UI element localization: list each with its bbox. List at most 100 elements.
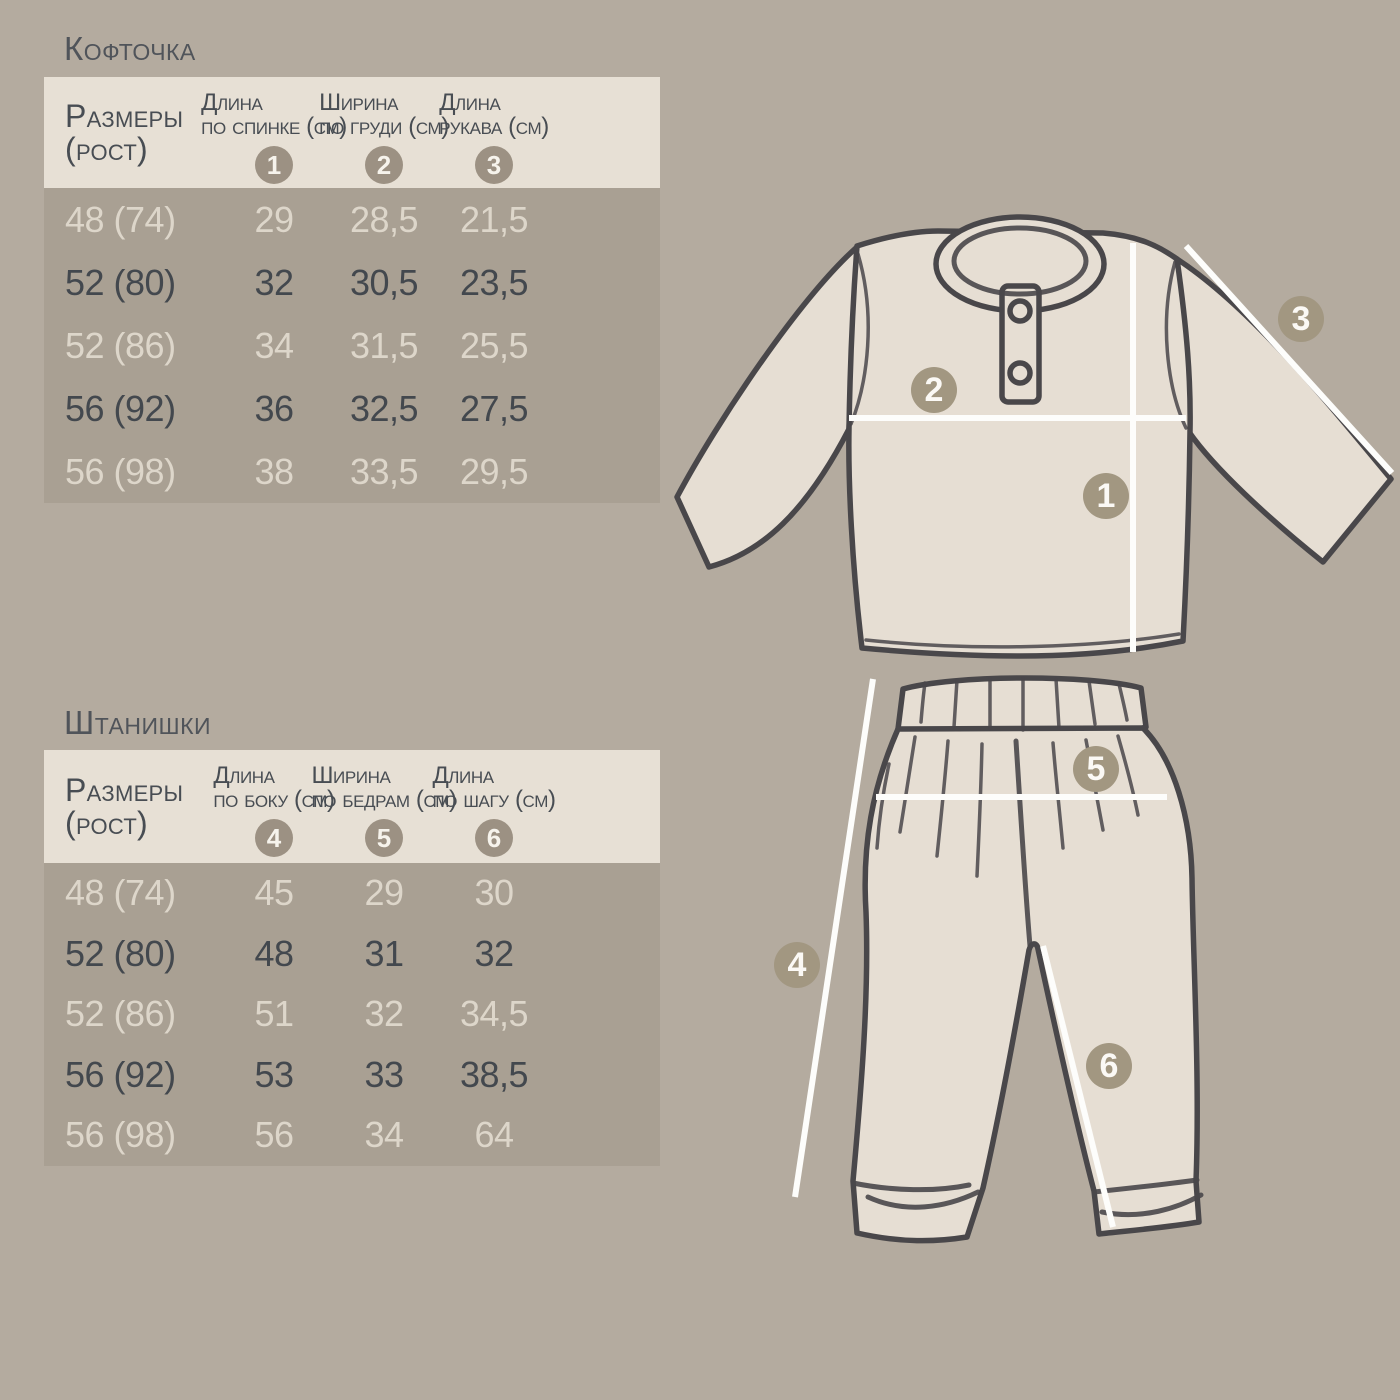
value-cell: 32 bbox=[364, 993, 404, 1035]
shirt-right-armhole-seam bbox=[1164, 260, 1188, 430]
value-cell: 32 bbox=[254, 261, 294, 303]
measure-badge-3-label: 3 bbox=[1292, 300, 1311, 338]
shirt-collar-inner bbox=[951, 225, 1089, 297]
column-badge-5: 5 bbox=[365, 819, 403, 857]
column-header-back-length: Длина по спинке (см) 1 bbox=[201, 77, 347, 184]
value-cell: 51 bbox=[254, 993, 294, 1035]
column-badge-4: 4 bbox=[255, 819, 293, 857]
column-badge-1: 1 bbox=[255, 146, 293, 184]
value-cell: 38 bbox=[254, 450, 294, 492]
value-cell: 34 bbox=[254, 324, 294, 366]
measure-badge-4 bbox=[774, 942, 820, 988]
pants-right-cuff-wrinkle bbox=[1099, 1192, 1204, 1217]
value-cell: 25,5 bbox=[459, 324, 529, 366]
shirt-left-armhole-seam bbox=[849, 252, 870, 426]
value-cell: 33 bbox=[364, 1053, 404, 1095]
value-cell: 48 bbox=[254, 932, 294, 974]
shirt-button-bottom bbox=[1007, 360, 1033, 386]
column-badge-3: 3 bbox=[475, 146, 513, 184]
value-cell: 53 bbox=[254, 1053, 294, 1095]
column-header-chest-width: Ширина по груди (см) 2 bbox=[319, 77, 449, 184]
column-header-side-length: Длина по боку (см) 4 bbox=[213, 750, 335, 857]
size-cell: 48 (74) bbox=[65, 198, 176, 240]
table-body: 48 (74) 45 29 30 52 (80) 48 31 32 52 (86… bbox=[44, 863, 660, 1166]
size-cell: 52 (80) bbox=[65, 932, 176, 974]
measure-badge-6 bbox=[1086, 1043, 1132, 1089]
measure-badge-3 bbox=[1278, 296, 1324, 342]
value-cell: 23,5 bbox=[459, 261, 529, 303]
table-row: 52 (86) 51 32 34,5 bbox=[44, 984, 660, 1045]
section-title-blouse: Кофточка bbox=[64, 30, 196, 67]
value-cell: 30,5 bbox=[349, 261, 419, 303]
size-cell: 56 (98) bbox=[65, 1114, 176, 1156]
size-cell: 56 (92) bbox=[65, 387, 176, 429]
value-cell: 45 bbox=[254, 872, 294, 914]
measure-badge-5 bbox=[1073, 746, 1119, 792]
size-cell: 52 (86) bbox=[65, 324, 176, 366]
value-cell: 29,5 bbox=[459, 450, 529, 492]
table-row: 52 (80) 48 31 32 bbox=[44, 924, 660, 985]
table-row: 56 (92) 53 33 38,5 bbox=[44, 1045, 660, 1106]
pants-left-cuff-wrinkle bbox=[865, 1189, 981, 1210]
table-row: 52 (86) 34 31,5 25,5 bbox=[44, 314, 660, 377]
shirt-hem-seam bbox=[864, 632, 1181, 649]
size-cell: 48 (74) bbox=[65, 872, 176, 914]
size-cell: 56 (98) bbox=[65, 450, 176, 492]
measurement-lines bbox=[792, 243, 1395, 1228]
value-cell: 31 bbox=[364, 932, 404, 974]
table-row: 56 (98) 56 34 64 bbox=[44, 1105, 660, 1166]
column-header-hip-width: Ширина по бедрам (см) 5 bbox=[311, 750, 457, 857]
value-cell: 27,5 bbox=[459, 387, 529, 429]
pants-left-cuff-seam bbox=[850, 1180, 972, 1193]
value-cell: 38,5 bbox=[459, 1053, 529, 1095]
column-header-inseam-length: Длина по шагу (см) 6 bbox=[432, 750, 556, 857]
value-cell: 21,5 bbox=[459, 198, 529, 240]
measure-line-6-inseam-length bbox=[1040, 945, 1116, 1228]
table-body: 48 (74) 29 28,5 21,5 52 (80) 32 30,5 23,… bbox=[44, 188, 660, 503]
table-header: Размеры (рост) Длина по спинке (см) 1 Ши… bbox=[44, 77, 660, 188]
size-column-header: Размеры (рост) bbox=[65, 771, 184, 841]
value-cell: 28,5 bbox=[349, 198, 419, 240]
section-title-pants: Штанишки bbox=[64, 704, 212, 741]
value-cell: 56 bbox=[254, 1114, 294, 1156]
size-cell: 52 (86) bbox=[65, 993, 176, 1035]
size-cell: 56 (92) bbox=[65, 1053, 176, 1095]
blouse-size-table: Размеры (рост) Длина по спинке (см) 1 Ши… bbox=[44, 77, 660, 503]
value-cell: 36 bbox=[254, 387, 294, 429]
value-cell: 32,5 bbox=[349, 387, 419, 429]
size-cell: 52 (80) bbox=[65, 261, 176, 303]
value-cell: 34,5 bbox=[459, 993, 529, 1035]
table-row: 56 (98) 38 33,5 29,5 bbox=[44, 440, 660, 503]
value-cell: 29 bbox=[364, 872, 404, 914]
measure-badge-4-label: 4 bbox=[788, 946, 807, 984]
value-cell: 31,5 bbox=[349, 324, 419, 366]
table-row: 48 (74) 45 29 30 bbox=[44, 863, 660, 924]
column-header-sleeve-length: Длина рукава (см) 3 bbox=[439, 77, 549, 184]
shirt-left-sleeve bbox=[674, 244, 860, 570]
pants-center-crease bbox=[1013, 738, 1033, 949]
measurement-badges: 1 2 3 4 5 6 bbox=[774, 296, 1324, 1089]
value-cell: 30 bbox=[474, 872, 514, 914]
value-cell: 34 bbox=[364, 1114, 404, 1156]
size-column-header: Размеры (рост) bbox=[65, 97, 184, 167]
table-row: 52 (80) 32 30,5 23,5 bbox=[44, 251, 660, 314]
column-badge-2: 2 bbox=[365, 146, 403, 184]
pants-illustration bbox=[850, 675, 1204, 1244]
shirt-torso bbox=[846, 228, 1193, 659]
shirt-illustration bbox=[674, 214, 1394, 659]
table-header: Размеры (рост) Длина по боку (см) 4 Шири… bbox=[44, 750, 660, 863]
measure-badge-2-label: 2 bbox=[925, 371, 944, 409]
value-cell: 29 bbox=[254, 198, 294, 240]
measure-line-4-side-length bbox=[792, 678, 876, 1198]
measure-badge-6-label: 6 bbox=[1100, 1047, 1119, 1085]
measure-badge-2 bbox=[911, 367, 957, 413]
table-row: 48 (74) 29 28,5 21,5 bbox=[44, 188, 660, 251]
shirt-button-top bbox=[1007, 298, 1033, 324]
measure-line-3-sleeve-length bbox=[1183, 243, 1395, 476]
measure-badge-5-label: 5 bbox=[1087, 750, 1106, 788]
pants-body bbox=[850, 725, 1202, 1244]
column-badge-6: 6 bbox=[475, 819, 513, 857]
value-cell: 32 bbox=[474, 932, 514, 974]
